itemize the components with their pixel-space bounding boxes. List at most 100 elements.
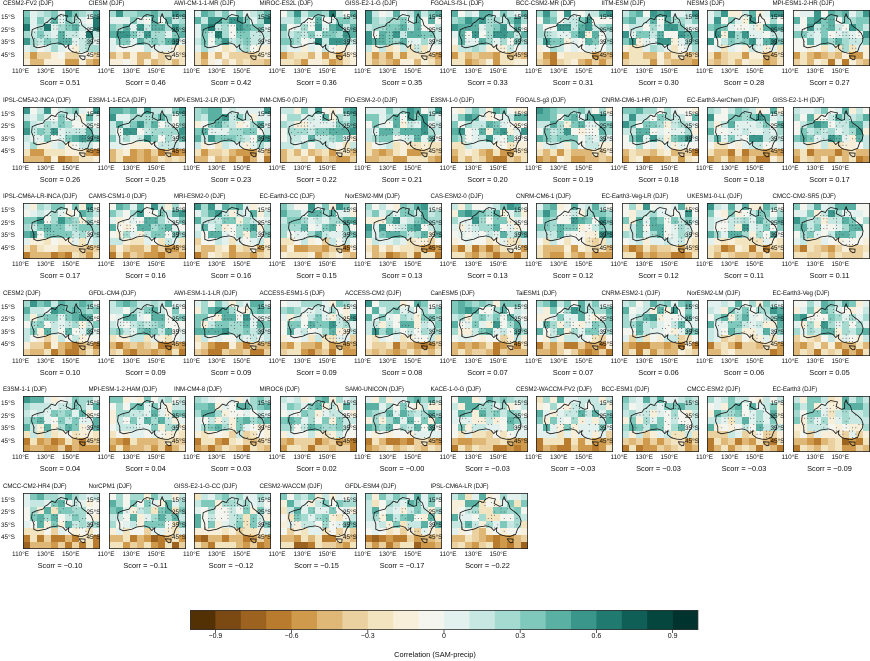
correlation-cell: [372, 438, 380, 446]
correlation-cell: [564, 245, 572, 253]
correlation-cell: [393, 299, 401, 307]
correlation-cell: [628, 341, 636, 349]
correlation-cell: [749, 320, 757, 328]
correlation-cell: [536, 134, 544, 142]
x-tick-label: 110°E: [781, 261, 799, 268]
correlation-cell: [585, 341, 593, 349]
correlation-cell: [506, 348, 514, 356]
correlation-cell: [520, 217, 528, 225]
correlation-cell: [471, 313, 479, 321]
correlation-cell: [450, 445, 458, 452]
scorr-value: Scorr = 0.05: [809, 367, 850, 377]
correlation-cell: [628, 431, 636, 439]
y-tick-label: 15°S: [1, 110, 15, 118]
correlation-cell: [820, 38, 828, 46]
correlation-cell: [79, 306, 87, 314]
correlation-cell: [550, 10, 558, 18]
correlation-cell: [684, 238, 692, 246]
map-panel: BCC-CSM2-MR (DJF) 15°S 25°S 35°S 45°S 110°E 13…: [513, 0, 613, 96]
correlation-cell: [464, 252, 472, 259]
coastline: [762, 344, 770, 350]
correlation-cell: [164, 410, 172, 418]
correlation-cell: [485, 203, 493, 211]
y-tick-label: 35°S: [257, 135, 272, 143]
correlation-cell: [349, 134, 357, 142]
correlation-cell: [471, 348, 479, 356]
correlation-cell: [684, 299, 692, 307]
correlation-cell: [93, 320, 100, 328]
correlation-cell: [293, 10, 301, 18]
correlation-cell: [571, 17, 579, 25]
correlation-cell: [314, 334, 322, 342]
correlation-cell: [365, 120, 373, 128]
correlation-cell: [342, 127, 350, 135]
correlation-cell: [543, 217, 551, 225]
correlation-cell: [171, 431, 179, 439]
x-tick-label: 150°E: [404, 68, 422, 75]
correlation-cell: [499, 424, 507, 432]
y-tick-label: 25°S: [428, 219, 443, 227]
correlation-cell: [536, 224, 544, 232]
correlation-cell: [65, 24, 73, 32]
correlation-cell: [386, 148, 394, 156]
correlation-cell: [23, 45, 31, 53]
correlation-cell: [571, 306, 579, 314]
correlation-cell: [93, 403, 100, 411]
correlation-cell: [122, 252, 130, 259]
correlation-cell: [691, 348, 699, 356]
correlation-cell: [714, 320, 722, 328]
correlation-cell: [386, 410, 394, 418]
correlation-cell: [841, 141, 849, 149]
correlation-map: [450, 396, 528, 452]
correlation-cell: [222, 224, 230, 232]
correlation-cell: [250, 155, 258, 163]
correlation-cell: [855, 127, 863, 135]
correlation-cell: [450, 299, 458, 307]
correlation-cell: [635, 134, 643, 142]
correlation-cell: [457, 148, 465, 156]
correlation-cell: [735, 231, 743, 239]
correlation-cell: [820, 217, 828, 225]
correlation-cell: [450, 148, 458, 156]
correlation-cell: [93, 24, 100, 32]
correlation-cell: [450, 127, 458, 135]
x-tick-label: 150°E: [318, 357, 336, 365]
correlation-cell: [365, 203, 373, 211]
correlation-cell: [471, 113, 479, 121]
correlation-cell: [386, 327, 394, 335]
correlation-cell: [848, 17, 856, 25]
correlation-cell: [513, 445, 521, 452]
correlation-cell: [86, 396, 94, 404]
correlation-cell: [728, 313, 736, 321]
correlation-cell: [592, 24, 600, 32]
correlation-cell: [79, 334, 87, 342]
correlation-cell: [820, 306, 828, 314]
correlation-cell: [520, 155, 528, 163]
correlation-cell: [194, 52, 202, 60]
correlation-cell: [136, 224, 144, 232]
scorr-value: Scorr = 0.22: [296, 174, 337, 184]
correlation-cell: [236, 38, 244, 46]
correlation-cell: [407, 410, 415, 418]
correlation-cell: [492, 59, 500, 66]
correlation-cell: [684, 24, 692, 32]
correlation-cell: [656, 38, 664, 46]
x-tick-label: 110°E: [525, 68, 543, 75]
correlation-cell: [328, 155, 336, 163]
correlation-cell: [606, 334, 613, 342]
correlation-cell: [23, 396, 31, 404]
correlation-cell: [763, 348, 771, 356]
correlation-cell: [136, 252, 144, 259]
correlation-cell: [421, 238, 429, 246]
x-tick-label: 110°E: [268, 357, 286, 365]
correlation-cell: [30, 431, 38, 439]
correlation-cell: [578, 17, 586, 25]
correlation-cell: [457, 120, 465, 128]
correlation-cell: [691, 313, 699, 321]
correlation-cell: [792, 106, 800, 114]
correlation-cell: [606, 59, 613, 66]
correlation-cell: [421, 134, 429, 142]
correlation-cell: [286, 106, 294, 114]
correlation-cell: [164, 217, 172, 225]
correlation-cell: [79, 127, 87, 135]
